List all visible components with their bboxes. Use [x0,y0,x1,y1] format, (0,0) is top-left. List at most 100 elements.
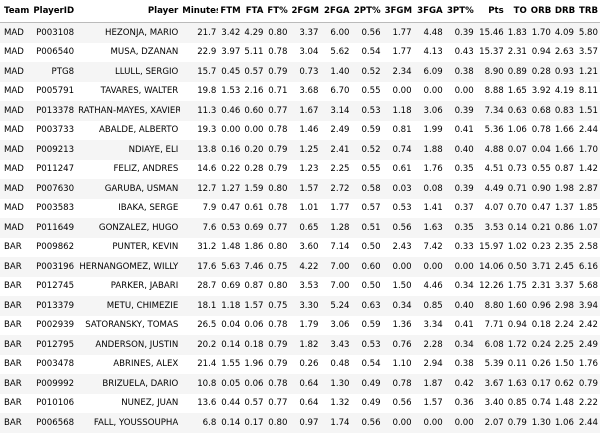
table-cell: 0.23 [531,242,551,253]
table-cell: 1.30 [528,413,553,433]
table-cell: 4.22 [289,257,321,277]
table-cell: 0.00 [413,257,445,277]
table-cell: 0.56 [392,398,412,409]
table-cell: 0.79 [268,164,288,175]
table-cell: 1.85 [578,203,598,214]
table-cell: 0.00 [392,86,412,97]
table-row: BAR P012795 ANDERSON, JUSTIN 20.2 0.14 0.18 0.… [0,335,600,355]
table-cell: ABRINES, ALEX [113,359,179,370]
table-cell: 0.59 [361,125,381,136]
table-cell: 1.06 [507,125,527,136]
table-cell: 3.06 [413,101,445,121]
table-cell: 21.4 [197,359,217,370]
table-cell: 1.06 [552,413,576,433]
table-cell: 0.11 [507,359,527,370]
table-cell: 0.79 [575,374,600,394]
table-cell: 1.37 [554,203,574,214]
table-row: MAD P003108 HEZONJA, MARIO 21.7 3.42 4.29 0.80… [0,22,600,43]
table-cell: 8.11 [578,86,598,97]
table-cell: 1.01 [299,203,319,214]
table-cell: 1.32 [330,398,350,409]
table-cell: 1.65 [507,86,527,97]
table-cell: 3.40 [484,398,504,409]
table-cell: 0.85 [413,296,445,316]
table-cell: 0.48 [330,359,350,370]
table-cell: 2.63 [554,47,574,58]
table-cell: 0.00 [221,125,241,136]
table-cell: 14.06 [475,257,506,277]
table-cell: 0.28 [244,164,264,175]
table-cell: 1.40 [320,62,352,82]
table-cell: 1.50 [392,281,412,292]
table-cell: 3.71 [528,257,553,277]
table-cell: 1.63 [505,374,529,394]
table-cell: 1.02 [507,242,527,253]
table-cell: 5.62 [330,47,350,58]
table-cell: 0.86 [552,218,576,238]
table-row: BAR P009992 BRIZUELA, DARIO 10.8 0.05 0.06 0.7… [0,374,600,394]
table-cell: 1.83 [505,22,529,43]
table-cell: 1.70 [575,140,600,160]
table-cell: 0.00 [454,86,474,97]
table-cell: 0.52 [351,62,383,82]
table-cell: 0.65 [289,218,321,238]
table-cell: 2.43 [392,242,412,253]
table-cell: 0.78 [268,47,288,58]
table-cell: 1.63 [413,218,445,238]
table-cell: BRIZUELA, DARIO [76,374,181,394]
table-cell: 0.54 [361,359,381,370]
table-cell: GONZALEZ, HUGO [76,218,181,238]
table-cell: 19.8 [197,86,217,97]
table-cell: 0.49 [361,398,381,409]
table-cell: 5.63 [218,257,243,277]
table-cell: MAD [4,164,24,175]
table-cell: P003583 [36,203,75,214]
table-cell: 0.39 [444,179,476,199]
table-cell: 2.49 [575,335,600,355]
table-cell: 15.7 [180,62,219,82]
table-cell: 0.94 [507,320,527,331]
table-cell: 1.41 [423,203,443,214]
table-cell: 3.97 [221,47,241,58]
table-cell: 0.97 [289,413,321,433]
table-cell: 0.50 [361,242,381,253]
table-cell: 1.51 [575,101,600,121]
table-row: BAR P013379 METU, CHIMEZIE 18.1 1.18 1.57 0.75… [0,296,600,316]
table-cell: 13.8 [180,140,219,160]
table-cell: 7.71 [484,320,504,331]
table-cell: BAR [4,398,22,409]
table-cell: 2.98 [552,296,576,316]
table-cell: 2.45 [552,257,576,277]
column-header: FTA [242,0,266,23]
table-cell: PUNTER, KEVIN [112,242,179,253]
table-cell: 0.78 [531,125,551,136]
table-cell: 0.77 [268,398,288,409]
table-cell: 2.58 [578,242,598,253]
table-cell: ANDERSON, JUSTIN [76,335,181,355]
table-cell: P006568 [30,413,77,433]
table-cell: 1.67 [289,101,321,121]
table-cell: 0.00 [423,86,443,97]
table-cell: 12.7 [180,179,219,199]
table-cell: 1.30 [320,374,352,394]
table-cell: 0.34 [382,296,414,316]
table-cell: P003478 [36,359,75,370]
table-cell: MAD [4,47,24,58]
table-cell: 0.47 [221,203,241,214]
table-cell: 1.77 [382,22,414,43]
table-cell: 0.53 [392,203,412,214]
table-cell: P003733 [36,125,75,136]
table-cell: 2.41 [320,140,352,160]
table-cell: 0.57 [361,203,381,214]
table-cell: 0.46 [218,101,243,121]
table-row: MAD PTG8 LLULL, SERGIO 15.7 0.45 0.57 0.79 0.73… [0,62,600,82]
table-cell: 7.14 [330,242,350,253]
table-cell: 5.36 [484,125,504,136]
column-header: 3PT% [444,0,476,23]
table-cell: 0.79 [265,335,290,355]
table-cell: 0.89 [505,62,529,82]
table-cell: 1.53 [221,86,241,97]
table-cell: 1.46 [299,125,319,136]
table-cell: 0.00 [244,125,264,136]
table-cell: 0.69 [221,281,241,292]
